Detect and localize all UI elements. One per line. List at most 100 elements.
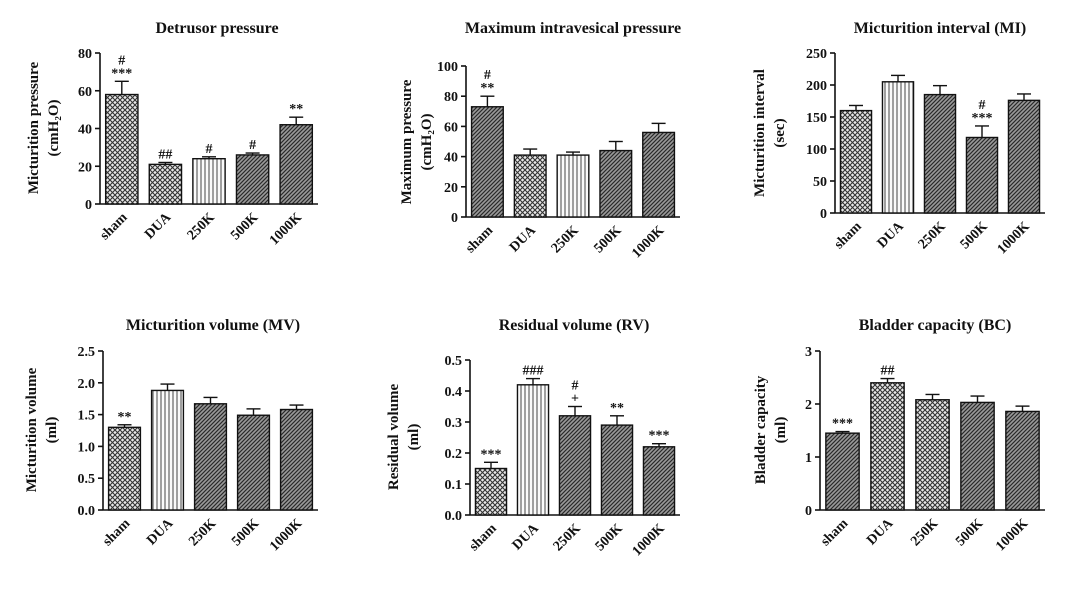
y-tick-label: 100 bbox=[806, 143, 827, 158]
x-tick-label: 500K bbox=[591, 223, 624, 256]
x-tick-label: 250K bbox=[186, 516, 219, 549]
y-tick-label: 1.5 bbox=[78, 409, 96, 424]
y-tick-label: 200 bbox=[806, 79, 827, 94]
y-axis-unit: (ml) bbox=[773, 417, 789, 444]
significance-label: ** bbox=[610, 401, 624, 416]
x-tick-label: 1000K bbox=[630, 521, 668, 559]
bar-sham bbox=[839, 109, 873, 214]
bar-250K bbox=[923, 93, 957, 214]
y-tick-label: 0.5 bbox=[78, 472, 96, 487]
bar-DUA bbox=[870, 382, 905, 511]
x-tick-label: 250K bbox=[549, 223, 582, 256]
y-axis-unit: (ml) bbox=[406, 424, 422, 451]
x-tick-label: 1000K bbox=[993, 516, 1031, 554]
significance-label: # + bbox=[571, 379, 579, 407]
bar-1000K bbox=[279, 408, 314, 511]
y-axis-label: Bladder capacity bbox=[753, 375, 769, 484]
panel-6: Bladder capacity (BC) Bladder capacity (ml… bbox=[753, 317, 1045, 554]
y-axis-label: Maximum pressure bbox=[399, 79, 415, 204]
bar-DUA bbox=[881, 81, 915, 214]
x-tick-label: DUA bbox=[864, 516, 897, 549]
panel-3: Micturition interval (MI) Micturition int… bbox=[752, 20, 1045, 257]
x-tick-label: DUA bbox=[144, 516, 177, 549]
y-axis-label: Micturition pressure bbox=[26, 61, 42, 194]
bar-250K bbox=[558, 415, 592, 516]
y-tick-label: 2.5 bbox=[78, 345, 96, 360]
y-tick-label: 0.0 bbox=[445, 509, 463, 524]
y-axis-unit: (sec) bbox=[772, 118, 788, 147]
x-tick-label: sham bbox=[97, 210, 130, 243]
significance-label: ## bbox=[881, 364, 895, 379]
bar-500K bbox=[599, 149, 633, 218]
y-tick-label: 100 bbox=[437, 60, 458, 75]
x-tick-label: sham bbox=[463, 223, 496, 256]
panel-1: Detrusor pressure Micturition pressure (cm… bbox=[26, 20, 318, 248]
y-tick-label: 0.3 bbox=[445, 416, 463, 431]
y-axis-label: Micturition volume bbox=[24, 367, 40, 492]
y-tick-label: 0 bbox=[805, 504, 812, 519]
significance-label: # bbox=[249, 138, 256, 153]
y-axis-unit: (cmH₂O) bbox=[46, 100, 62, 157]
significance-label: # bbox=[206, 142, 213, 157]
significance-label: ## bbox=[158, 147, 172, 162]
x-tick-label: DUA bbox=[510, 521, 543, 554]
bar-DUA bbox=[150, 389, 185, 511]
bar-500K bbox=[236, 414, 271, 511]
x-tick-label: 1000K bbox=[995, 219, 1033, 257]
y-tick-label: 250 bbox=[806, 47, 827, 62]
y-tick-label: 150 bbox=[806, 111, 827, 126]
x-tick-label: sham bbox=[100, 516, 133, 549]
x-tick-label: 1000K bbox=[629, 223, 667, 261]
significance-label: *** bbox=[832, 417, 853, 432]
y-tick-label: 0.4 bbox=[445, 385, 463, 400]
x-tick-label: sham bbox=[818, 516, 851, 549]
x-tick-label: 500K bbox=[958, 219, 991, 252]
panel-title: Detrusor pressure bbox=[155, 20, 278, 37]
y-tick-label: 0.2 bbox=[445, 447, 463, 462]
bar-sham bbox=[825, 432, 860, 511]
y-tick-label: 2.0 bbox=[78, 377, 96, 392]
bar-1000K bbox=[642, 131, 676, 218]
panel-5: Residual volume (RV) Residual volume (ml) 0… bbox=[386, 317, 680, 559]
significance-label: *** bbox=[649, 429, 670, 444]
panel-title: Residual volume (RV) bbox=[499, 317, 650, 334]
bar-sham bbox=[474, 467, 508, 516]
y-axis-unit: (cmH₂O) bbox=[419, 114, 435, 171]
panel-title: Maximum intravesical pressure bbox=[465, 20, 681, 37]
x-tick-label: 500K bbox=[228, 210, 261, 243]
significance-label: *** bbox=[481, 447, 502, 462]
x-tick-label: sham bbox=[467, 521, 500, 554]
y-axis-unit: (ml) bbox=[44, 417, 60, 444]
y-tick-label: 0.0 bbox=[78, 504, 96, 519]
bar-1000K bbox=[642, 446, 676, 516]
panel-2: Maximum intravesical pressure Maximum pre… bbox=[399, 20, 681, 261]
y-tick-label: 60 bbox=[444, 120, 458, 135]
bar-DUA bbox=[516, 384, 550, 516]
x-tick-label: 1000K bbox=[267, 210, 305, 248]
y-tick-label: 2 bbox=[805, 398, 812, 413]
y-tick-label: 0 bbox=[451, 211, 458, 226]
x-tick-label: DUA bbox=[142, 210, 175, 243]
panel-title: Micturition interval (MI) bbox=[854, 20, 1026, 37]
y-tick-label: 0 bbox=[820, 207, 827, 222]
bar-1000K bbox=[1007, 99, 1041, 214]
bar-1000K bbox=[1005, 410, 1040, 511]
y-tick-label: 0.5 bbox=[445, 354, 463, 369]
x-tick-label: 500K bbox=[593, 521, 626, 554]
x-tick-label: 250K bbox=[916, 219, 949, 252]
x-tick-label: 250K bbox=[185, 210, 218, 243]
significance-label: ### bbox=[523, 364, 544, 379]
y-tick-label: 20 bbox=[78, 160, 92, 175]
y-tick-label: 80 bbox=[444, 90, 458, 105]
bar-250K bbox=[193, 403, 228, 511]
x-tick-label: DUA bbox=[507, 223, 540, 256]
y-tick-label: 0 bbox=[85, 198, 92, 213]
bar-500K bbox=[960, 401, 995, 511]
significance-label: ** bbox=[118, 410, 132, 425]
x-tick-label: DUA bbox=[875, 219, 908, 252]
panel-4: Micturition volume (MV) Micturition volum… bbox=[24, 317, 318, 554]
y-tick-label: 40 bbox=[78, 123, 92, 138]
x-tick-label: 250K bbox=[908, 516, 941, 549]
bar-sham bbox=[107, 426, 142, 511]
